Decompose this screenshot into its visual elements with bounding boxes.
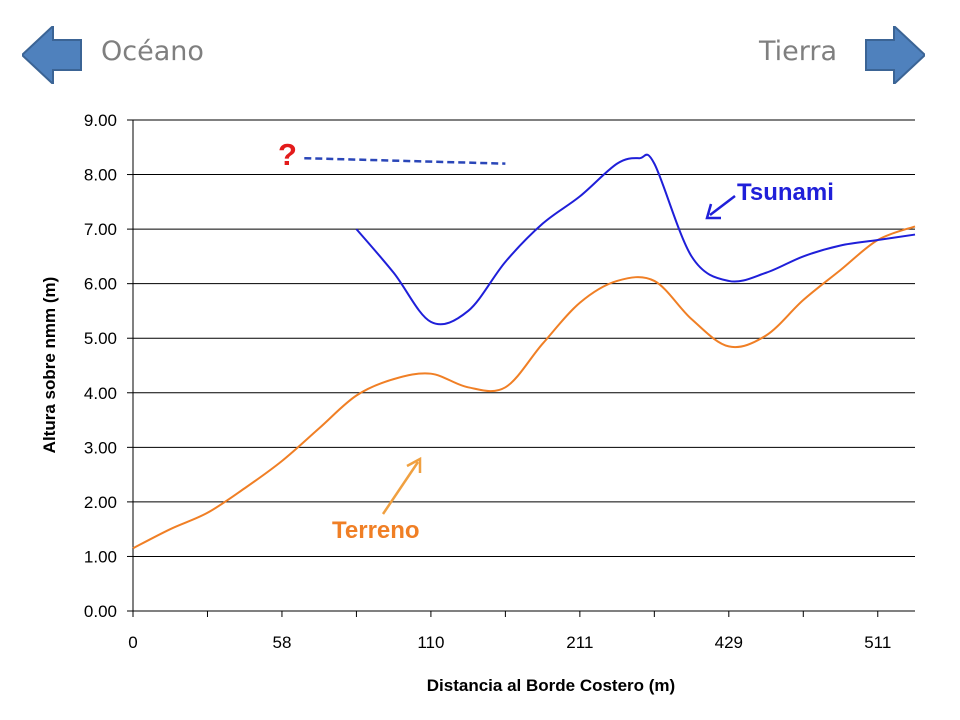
question-mark: ? [278,137,297,172]
arrow-left-icon [22,26,82,84]
y-tick-label: 7.00 [84,220,117,239]
ocean-label: Océano [101,36,204,67]
terrain-label: Terreno [332,517,420,544]
x-tick-label: 211 [566,633,593,652]
series-line-terreno [132,225,916,550]
series-layer [132,153,916,550]
land-label: Tierra [759,36,838,67]
y-tick-label: 2.00 [84,493,117,512]
x-axis-title: Distancia al Borde Costero (m) [427,676,675,695]
x-tick-label: 58 [272,633,291,652]
y-tick-label: 9.00 [84,111,117,130]
dashed-reference-line [304,156,506,165]
x-tick-label: 511 [864,633,891,652]
series-line-tsunami [355,153,916,326]
x-tick-label: 429 [715,633,743,652]
arrow-right-icon [865,26,925,84]
tsunami-label: Tsunami [737,179,834,206]
x-tick-label: 110 [417,633,444,652]
tsunami-pointer-arrow [705,195,736,220]
terrain-pointer-arrow [381,456,422,515]
y-tick-labels: 0.00 1.00 2.00 3.00 4.00 5.00 6.00 7.00 8.00 9.00 [84,111,117,621]
y-tick-label: 8.00 [84,166,117,185]
y-tick-label: 1.00 [84,547,117,566]
y-tick-label: 5.00 [84,329,117,348]
gridlines [127,119,915,617]
y-tick-label: 0.00 [84,602,117,621]
x-tick-labels: 0 58 110 211 429 511 [128,633,891,652]
y-tick-label: 3.00 [84,438,117,457]
y-tick-label: 6.00 [84,275,117,294]
y-axis-title: Altura sobre nmm (m) [40,277,59,454]
x-tick-label: 0 [128,633,137,652]
y-tick-label: 4.00 [84,384,117,403]
